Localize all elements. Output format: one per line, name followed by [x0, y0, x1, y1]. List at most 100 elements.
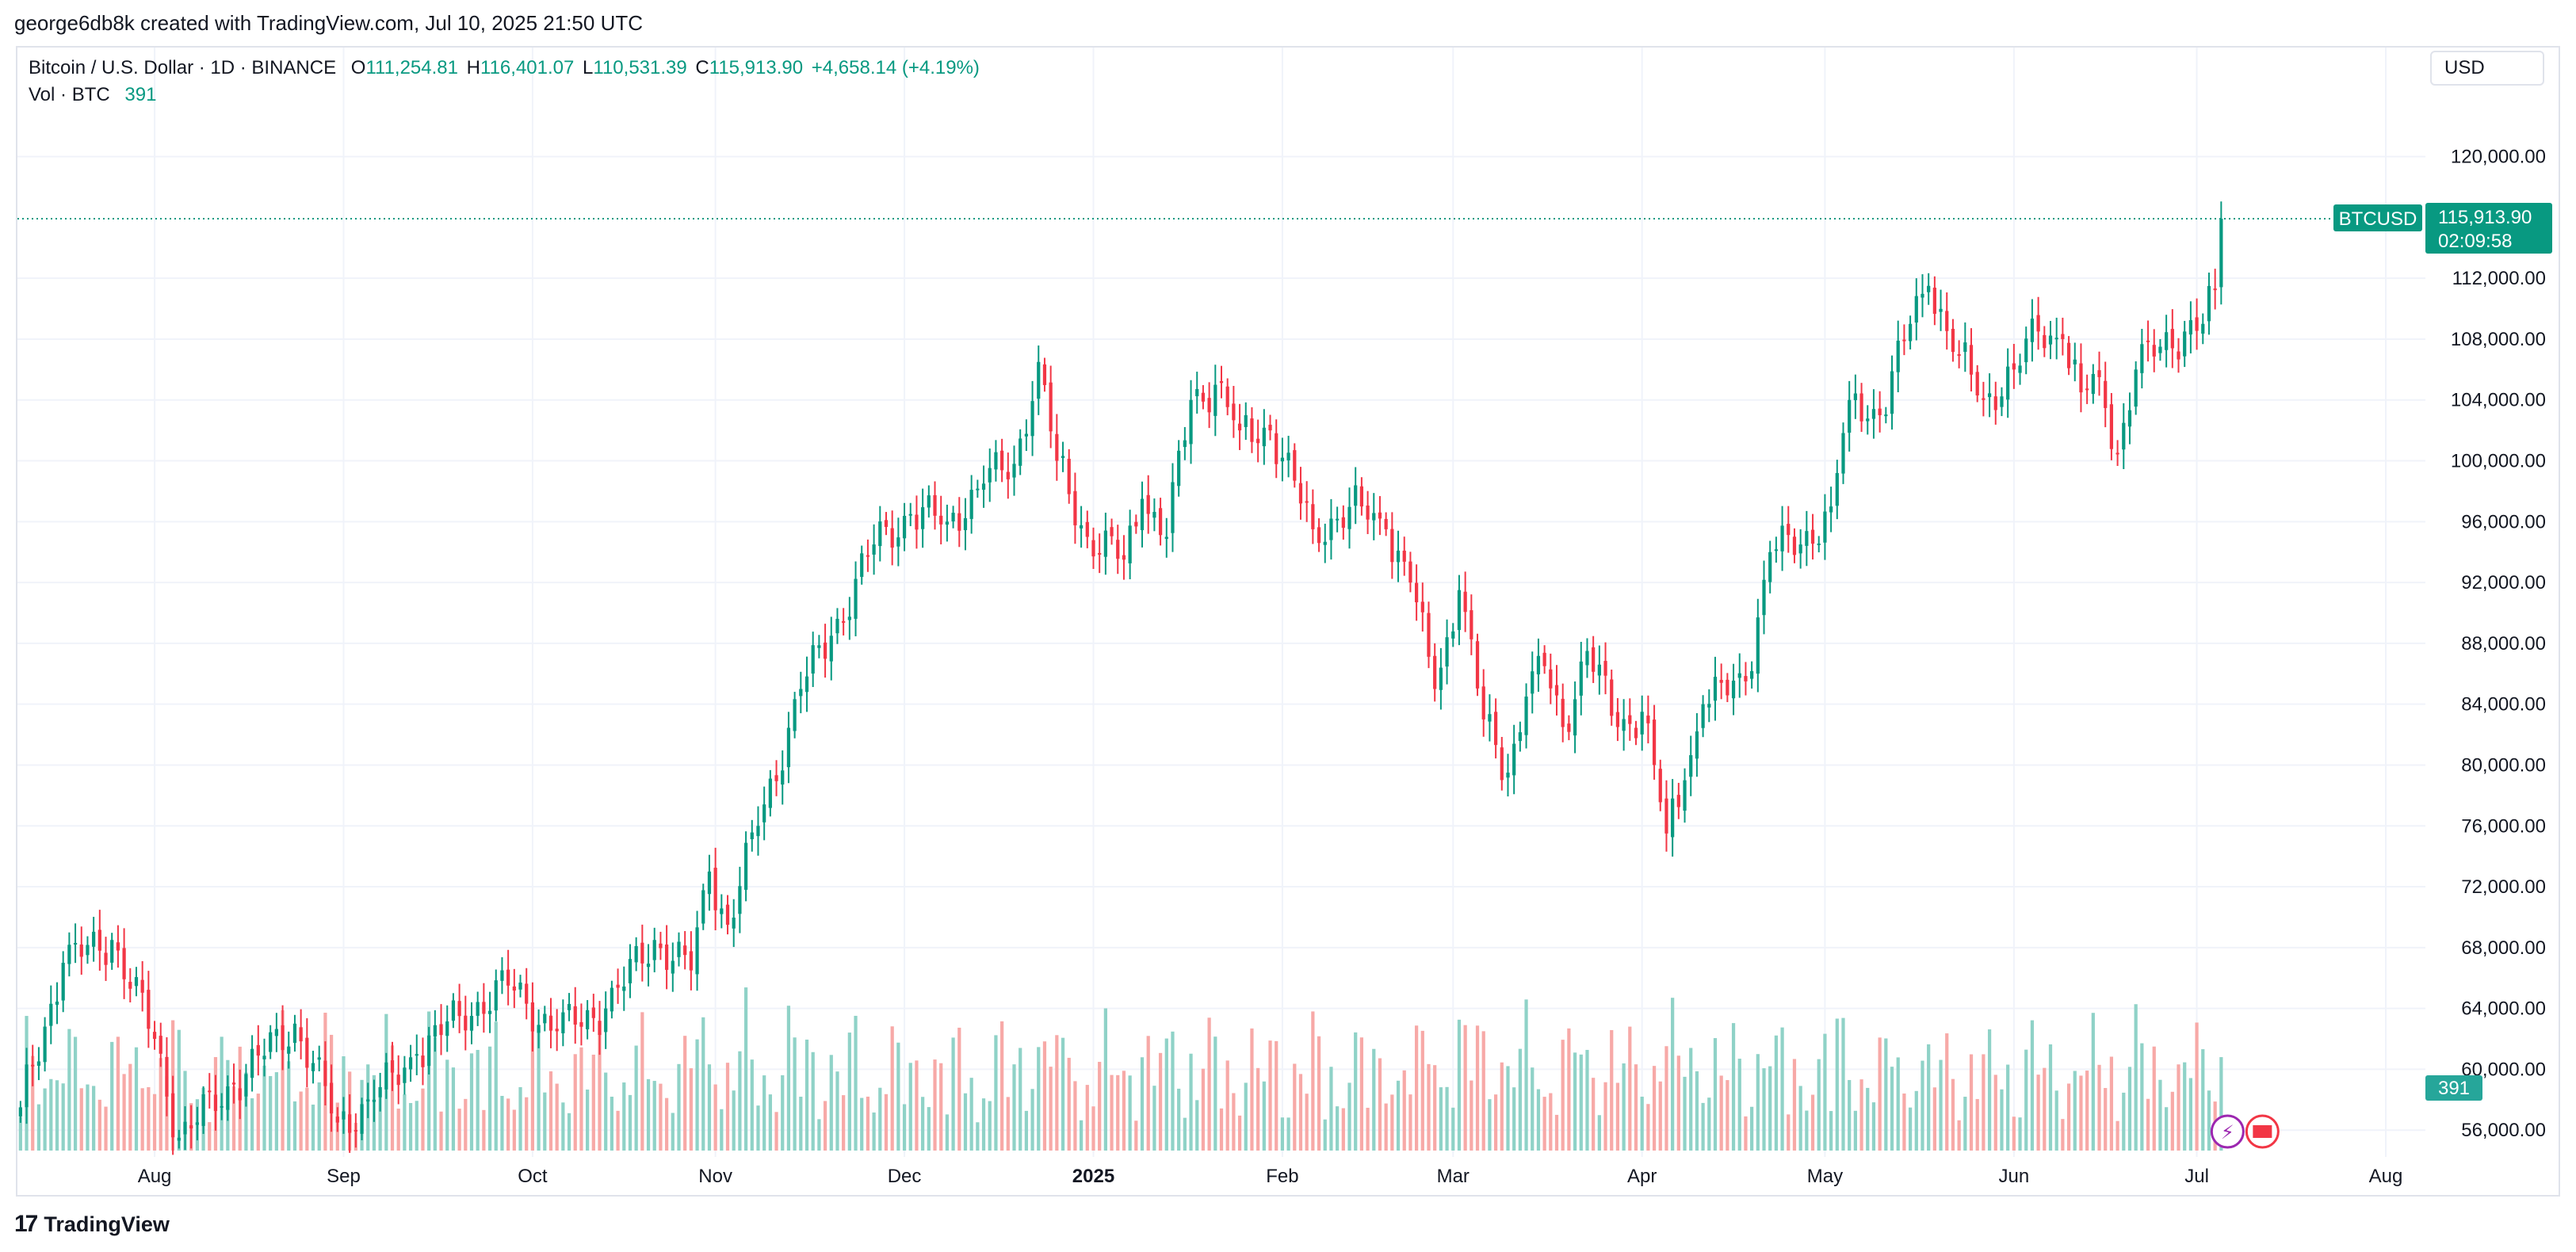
volume-bar-3 — [36, 1104, 41, 1151]
candle-body-61 — [390, 1060, 395, 1073]
candle-body-298 — [1835, 472, 1839, 506]
candle-body-285 — [1756, 617, 1760, 674]
candle-body-185 — [1146, 494, 1150, 514]
candle-body-321 — [1975, 372, 1979, 396]
candle-body-255 — [1573, 699, 1577, 736]
volume-bar-112 — [701, 1017, 705, 1151]
volume-bar-15 — [110, 1041, 114, 1151]
candle-body-160 — [994, 452, 998, 470]
candle-body-67 — [427, 1035, 431, 1067]
candle-body-177 — [1098, 552, 1102, 555]
candle-body-145 — [902, 515, 907, 539]
candle-body-83 — [525, 983, 529, 1004]
candle-body-34 — [226, 1086, 230, 1110]
candle-body-297 — [1829, 506, 1833, 513]
high-value: 116,401.07 — [480, 57, 575, 78]
candle-body-182 — [1128, 525, 1132, 563]
volume-bar-343 — [2109, 1056, 2114, 1151]
volume-badge — [2425, 1075, 2482, 1101]
candle-body-117 — [732, 918, 736, 929]
candle-body-183 — [1134, 521, 1138, 527]
volume-bar-82 — [518, 1086, 522, 1151]
tradingview-logo[interactable]: 17 TradingView — [14, 1211, 170, 1238]
candle-body-155 — [963, 517, 968, 531]
candle-body-132 — [823, 642, 827, 659]
candle-body-292 — [1798, 544, 1802, 554]
volume-bar-64 — [408, 1102, 413, 1151]
candle-body-25 — [171, 1093, 175, 1138]
volume-bar-218 — [1347, 1082, 1351, 1151]
volume-bar-245 — [1512, 1087, 1516, 1151]
volume-bar-105 — [659, 1083, 663, 1151]
volume-bar-106 — [664, 1097, 669, 1151]
candle-body-287 — [1768, 552, 1772, 582]
candle-body-356 — [2188, 320, 2193, 335]
volume-bar-321 — [1975, 1098, 1979, 1151]
candle-body-170 — [1055, 433, 1059, 461]
candle-body-278 — [1713, 677, 1718, 701]
candle-body-309 — [1902, 339, 1906, 342]
candle-body-162 — [1006, 471, 1010, 479]
event-flash-icon[interactable] — [2210, 1114, 2245, 1149]
currency-selector[interactable]: USD — [2430, 51, 2544, 86]
volume-bar-268 — [1652, 1066, 1657, 1151]
candle-body-289 — [1780, 525, 1784, 552]
candle-body-306 — [1884, 414, 1888, 417]
candle-body-216 — [1336, 518, 1340, 521]
volume-bar-358 — [2201, 1049, 2205, 1151]
candle-body-60 — [384, 1062, 388, 1090]
price-badges: BTCUSD 115,913.90 02:09:58 391 ⚡ — [17, 203, 2552, 1149]
candle-body-173 — [1073, 490, 1077, 525]
y-tick-label-9: 80,000.00 — [2461, 754, 2546, 776]
volume-bar-73 — [464, 1098, 468, 1151]
candle-body-205 — [1268, 425, 1272, 431]
candle-body-248 — [1531, 671, 1535, 694]
volume-bar-239 — [1475, 1025, 1480, 1151]
x-tick-label-4: Dec — [888, 1166, 922, 1187]
candle-body-35 — [231, 1082, 236, 1085]
candle-body-266 — [1640, 712, 1644, 735]
volume-bar-139 — [866, 1096, 870, 1151]
volume-bar-282 — [1737, 1059, 1741, 1151]
y-tick-label-0: 120,000.00 — [2451, 147, 2546, 168]
candle-body-217 — [1341, 517, 1345, 529]
volume-bar-257 — [1585, 1049, 1589, 1151]
candle-body-48 — [311, 1063, 315, 1071]
volume-bar-134 — [835, 1071, 839, 1151]
volume-bar-273 — [1683, 1076, 1687, 1151]
candle-body-140 — [872, 544, 876, 555]
volume-bar-286 — [1762, 1068, 1766, 1151]
volume-bar-78 — [494, 1021, 498, 1151]
volume-bar-319 — [1963, 1097, 1967, 1151]
x-tick-label-3: Nov — [698, 1166, 732, 1187]
candle-body-318 — [1957, 354, 1961, 357]
candle-body-197 — [1219, 381, 1224, 384]
candle-body-17 — [122, 948, 126, 979]
volume-bar-19 — [134, 1047, 139, 1151]
volume-bar-305 — [1878, 1037, 1882, 1151]
volume-bar-146 — [908, 1063, 912, 1151]
candle-body-333 — [2048, 335, 2053, 345]
candle-body-156 — [969, 490, 973, 519]
volume-bar-277 — [1707, 1097, 1711, 1151]
candle-body-316 — [1945, 311, 1949, 331]
candle-body-206 — [1275, 433, 1278, 464]
candle-body-253 — [1561, 698, 1565, 727]
candle-body-26 — [177, 1137, 181, 1141]
volume-bar-266 — [1640, 1097, 1644, 1151]
symbol-description: Bitcoin / U.S. Dollar · 1D · BINANCE — [29, 57, 337, 78]
candle-body-223 — [1378, 512, 1382, 519]
volume-bar-110 — [689, 1068, 693, 1151]
candle-body-121 — [756, 826, 760, 837]
volume-bar-176 — [1091, 1106, 1095, 1151]
candles — [18, 201, 2223, 1155]
candle-body-51 — [329, 1082, 334, 1114]
volume-bar-137 — [854, 1015, 858, 1151]
candle-body-211 — [1305, 501, 1309, 503]
volume-bar-143 — [890, 1026, 894, 1151]
candle-body-317 — [1951, 328, 1955, 353]
volume-bar-107 — [671, 1113, 675, 1151]
candle-body-133 — [829, 636, 833, 662]
candle-body-130 — [811, 645, 815, 674]
